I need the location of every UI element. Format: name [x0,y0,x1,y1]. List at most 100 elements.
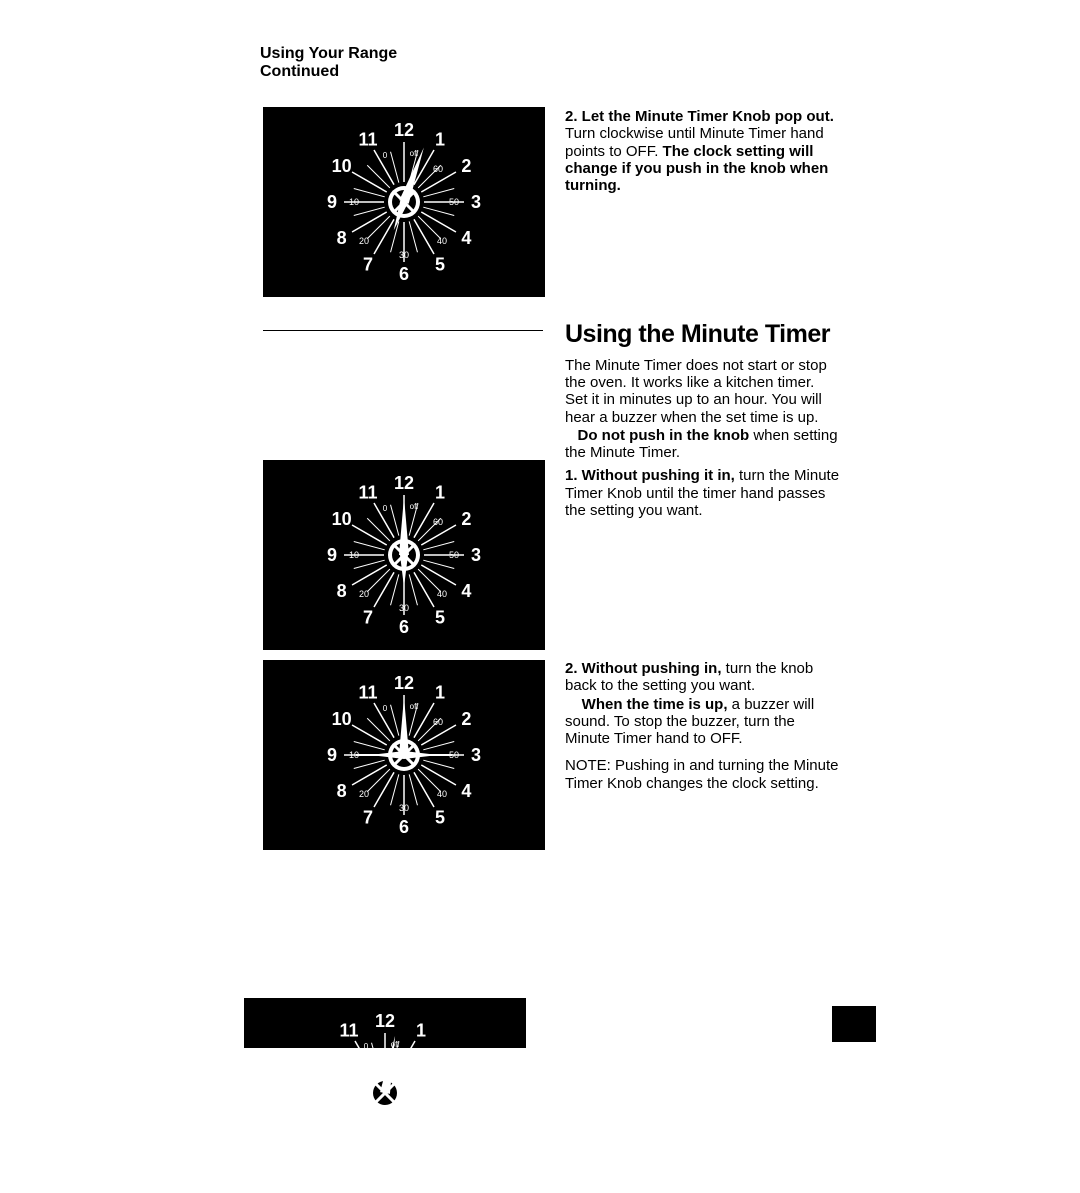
svg-text:50: 50 [430,1088,440,1098]
svg-text:8: 8 [337,228,347,248]
step2-b: 2. Without pushing in, [565,660,722,677]
svg-text:6: 6 [399,817,409,837]
svg-text:10: 10 [332,709,352,729]
step1: 1. Without pushing it in, turn the Minut… [565,467,840,519]
svg-text:50: 50 [449,550,459,560]
when-b: When the time is up, [582,696,728,713]
clock-svg-1: 1212345678910110off605040302010 [263,107,545,297]
svg-text:9: 9 [327,192,337,212]
svg-text:4: 4 [461,228,471,248]
svg-text:40: 40 [437,589,447,599]
svg-text:6: 6 [399,264,409,284]
svg-text:12: 12 [394,473,414,493]
svg-text:20: 20 [359,789,369,799]
svg-text:8: 8 [337,581,347,601]
clock-figure-partial: 1212345678910110off605040302010 [244,998,526,1048]
svg-text:2: 2 [461,709,471,729]
svg-text:50: 50 [449,197,459,207]
svg-text:10: 10 [332,156,352,176]
svg-text:2: 2 [442,1047,452,1067]
svg-text:4: 4 [461,581,471,601]
svg-text:1: 1 [416,1021,426,1041]
svg-text:3: 3 [452,1083,462,1103]
clock-svg-2: 1212345678910110off605040302010 [263,460,545,650]
svg-text:11: 11 [339,1021,358,1041]
note: NOTE: Pushing in and turning the Minute … [565,757,840,792]
page-header: Using Your Range Continued [260,45,397,81]
step2-block: 2. Without pushing in, turn the knob bac… [565,660,840,792]
page: Using Your Range Continued 1212345678910… [0,0,1080,1048]
svg-text:7: 7 [363,807,373,827]
svg-text:6: 6 [399,617,409,637]
svg-text:3: 3 [471,192,481,212]
svg-text:12: 12 [394,673,414,693]
svg-text:7: 7 [363,607,373,627]
svg-text:10: 10 [332,509,352,529]
svg-text:9: 9 [327,545,337,565]
svg-text:40: 40 [437,789,447,799]
svg-text:9: 9 [308,1083,318,1103]
svg-text:30: 30 [380,1141,390,1151]
svg-text:60: 60 [414,1055,424,1065]
svg-text:10: 10 [313,1047,333,1067]
svg-text:11: 11 [358,683,377,703]
clock-figure-2: 1212345678910110off605040302010 [263,460,545,650]
svg-text:60: 60 [433,517,443,527]
when-time-up: When the time is up, a buzzer will sound… [565,696,840,748]
svg-text:10: 10 [330,1088,340,1098]
svg-text:4: 4 [461,781,471,801]
svg-text:20: 20 [340,1127,350,1137]
svg-text:30: 30 [399,803,409,813]
svg-text:3: 3 [471,745,481,765]
section-title: Using the Minute Timer [565,320,840,349]
svg-text:0: 0 [383,504,388,513]
header-line-1: Using Your Range [260,45,397,63]
svg-text:off: off [410,502,420,511]
svg-text:8: 8 [337,781,347,801]
svg-text:6: 6 [380,1155,390,1175]
svg-text:5: 5 [435,607,445,627]
svg-text:2: 2 [461,509,471,529]
intro-text: The Minute Timer does not start or stop … [565,357,840,426]
svg-text:40: 40 [437,236,447,246]
svg-text:0: 0 [383,151,388,160]
svg-text:1: 1 [435,130,445,150]
svg-text:9: 9 [327,745,337,765]
svg-text:12: 12 [375,1011,395,1031]
svg-text:11: 11 [358,483,377,503]
svg-text:5: 5 [435,807,445,827]
svg-text:off: off [410,702,420,711]
svg-text:10: 10 [349,550,359,560]
svg-text:40: 40 [418,1127,428,1137]
svg-text:2: 2 [461,156,471,176]
svg-text:4: 4 [442,1119,452,1139]
header-line-2: Continued [260,63,397,81]
clock-svg-3: 1212345678910110off605040302010 [263,660,545,850]
svg-text:off: off [410,149,420,158]
page-corner-box [832,1006,876,1042]
step-pop-out: 2. Let the Minute Timer Knob pop out. Tu… [565,108,840,194]
svg-text:0: 0 [364,1042,369,1051]
note-b: NOTE: [565,757,611,774]
clock-svg-4: 1212345678910110off605040302010 [244,998,526,1188]
svg-text:1: 1 [435,483,445,503]
step2: 2. Without pushing in, turn the knob bac… [565,660,840,695]
clock-figure-1: 1212345678910110off605040302010 [263,107,545,297]
dont-push-b: Do not push in the knob [578,427,750,444]
svg-text:20: 20 [359,589,369,599]
clock-figure-3: 1212345678910110off605040302010 [263,660,545,850]
svg-text:3: 3 [471,545,481,565]
svg-text:7: 7 [344,1145,354,1165]
svg-text:8: 8 [318,1119,328,1139]
step1-b: 1. Without pushing it in, [565,467,735,484]
svg-text:30: 30 [399,250,409,260]
svg-text:11: 11 [358,130,377,150]
svg-text:12: 12 [394,120,414,140]
dont-push: Do not push in the knob when setting the… [565,427,840,462]
section-rule [263,330,543,331]
svg-text:60: 60 [433,717,443,727]
step2-lead: 2. Let the Minute Timer Knob pop out. [565,108,834,125]
svg-text:5: 5 [416,1145,426,1165]
svg-text:10: 10 [349,197,359,207]
svg-text:7: 7 [363,254,373,274]
